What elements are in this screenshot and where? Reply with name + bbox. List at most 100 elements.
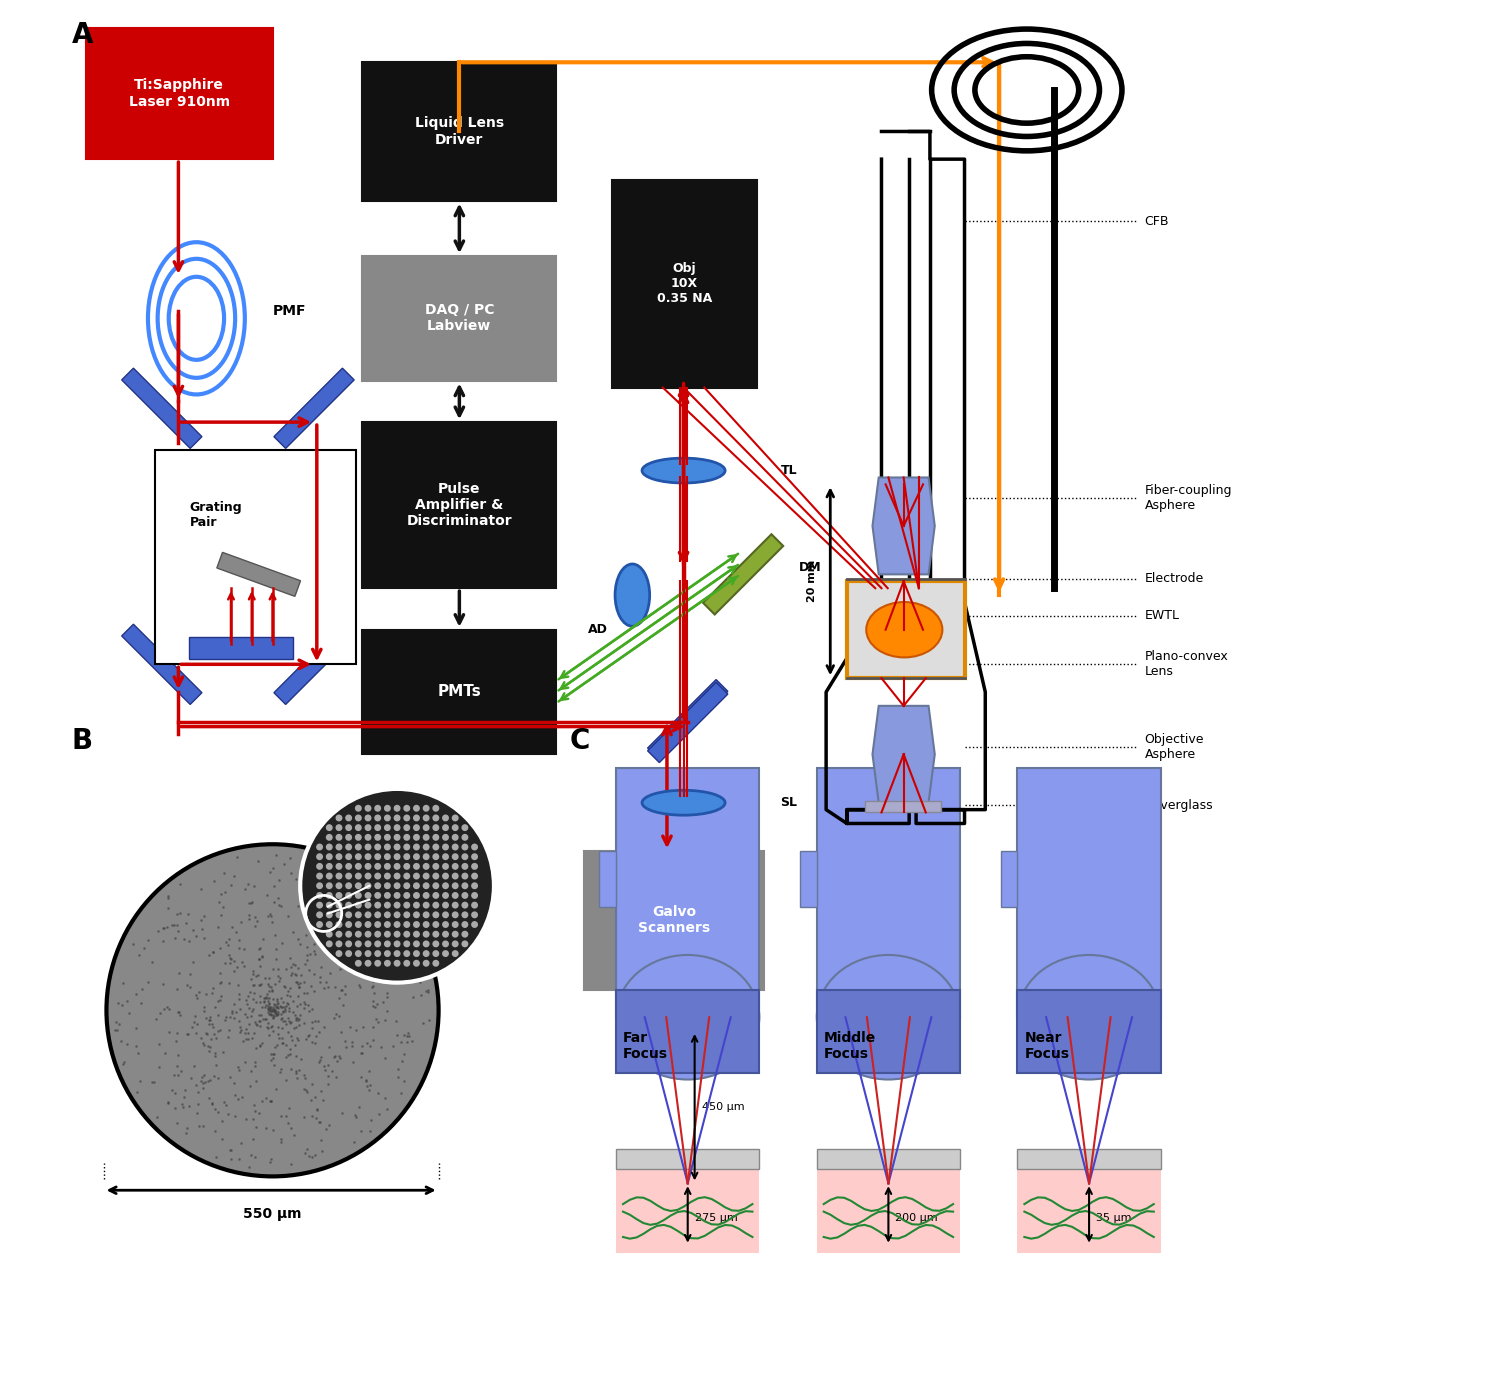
Text: SL: SL — [780, 796, 798, 810]
Point — [260, 1147, 284, 1169]
Point — [192, 1064, 216, 1086]
Circle shape — [316, 864, 322, 871]
FancyBboxPatch shape — [363, 422, 556, 588]
Point — [206, 990, 230, 1012]
Ellipse shape — [615, 565, 650, 627]
Point — [256, 987, 280, 1009]
Point — [110, 1030, 134, 1052]
Point — [260, 996, 284, 1019]
Point — [344, 1106, 368, 1128]
Circle shape — [423, 902, 429, 909]
Point — [226, 1056, 251, 1078]
Point — [350, 1066, 374, 1088]
Circle shape — [404, 902, 410, 909]
Point — [243, 974, 267, 996]
Point — [240, 1001, 264, 1023]
Point — [225, 1001, 249, 1023]
Point — [261, 978, 285, 1001]
Point — [272, 1001, 296, 1023]
Point — [342, 943, 366, 965]
Point — [339, 941, 363, 963]
Circle shape — [345, 883, 352, 890]
Point — [186, 1102, 210, 1124]
Point — [178, 976, 203, 998]
Point — [388, 904, 412, 926]
Text: TL: TL — [780, 464, 796, 477]
Circle shape — [393, 922, 400, 929]
Point — [350, 1120, 374, 1142]
Point — [387, 1066, 411, 1088]
Point — [232, 1021, 256, 1044]
Point — [350, 1035, 374, 1057]
Point — [195, 1021, 219, 1044]
Point — [315, 872, 339, 894]
Point — [184, 1013, 209, 1035]
Point — [211, 1041, 236, 1063]
Point — [260, 1049, 284, 1071]
Point — [160, 915, 184, 937]
Point — [309, 1049, 333, 1071]
Point — [285, 1062, 309, 1084]
Point — [176, 902, 200, 925]
Point — [266, 887, 290, 909]
Point — [188, 1116, 211, 1138]
Point — [201, 869, 225, 891]
Circle shape — [384, 941, 392, 947]
Point — [228, 998, 252, 1020]
Point — [182, 1010, 206, 1032]
Point — [123, 1017, 147, 1039]
Circle shape — [364, 883, 372, 890]
Circle shape — [356, 960, 362, 966]
Bar — [865, 801, 940, 812]
Point — [104, 1019, 128, 1041]
Point — [322, 864, 346, 886]
Point — [184, 984, 209, 1006]
Point — [296, 994, 320, 1016]
Circle shape — [384, 844, 392, 850]
Point — [256, 1012, 280, 1034]
FancyBboxPatch shape — [584, 851, 764, 990]
Point — [258, 1024, 282, 1046]
Point — [258, 974, 282, 996]
Point — [279, 862, 303, 884]
Point — [416, 978, 440, 1001]
Circle shape — [452, 853, 459, 861]
Circle shape — [364, 873, 372, 880]
Point — [234, 1028, 258, 1050]
Point — [216, 934, 240, 956]
Point — [274, 1013, 298, 1035]
Circle shape — [384, 912, 392, 919]
Point — [232, 1052, 256, 1074]
Point — [298, 912, 322, 934]
Point — [165, 1111, 189, 1133]
Point — [266, 958, 290, 980]
Text: Liquid Lens
Driver: Liquid Lens Driver — [416, 116, 504, 147]
Circle shape — [442, 833, 448, 840]
Point — [260, 1001, 284, 1023]
Point — [262, 999, 286, 1021]
Polygon shape — [274, 624, 354, 704]
Point — [334, 956, 358, 978]
Point — [382, 918, 406, 940]
Point — [195, 1008, 219, 1030]
Circle shape — [356, 883, 362, 890]
Point — [206, 1102, 230, 1124]
Point — [252, 995, 276, 1017]
Point — [202, 1064, 226, 1086]
Point — [399, 947, 423, 969]
Point — [242, 875, 266, 897]
Point — [285, 1008, 309, 1030]
Point — [220, 916, 245, 938]
Circle shape — [462, 853, 468, 861]
Circle shape — [452, 883, 459, 890]
Circle shape — [462, 864, 468, 871]
Point — [258, 999, 282, 1021]
Point — [330, 978, 354, 1001]
Point — [246, 965, 270, 987]
Point — [116, 1032, 140, 1055]
Circle shape — [452, 941, 459, 947]
Point — [392, 1070, 416, 1092]
Point — [264, 1001, 288, 1023]
Point — [104, 1010, 128, 1032]
Point — [261, 994, 285, 1016]
